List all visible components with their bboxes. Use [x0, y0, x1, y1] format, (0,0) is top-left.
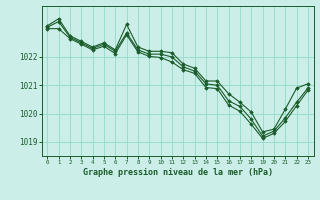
X-axis label: Graphe pression niveau de la mer (hPa): Graphe pression niveau de la mer (hPa): [83, 168, 273, 177]
